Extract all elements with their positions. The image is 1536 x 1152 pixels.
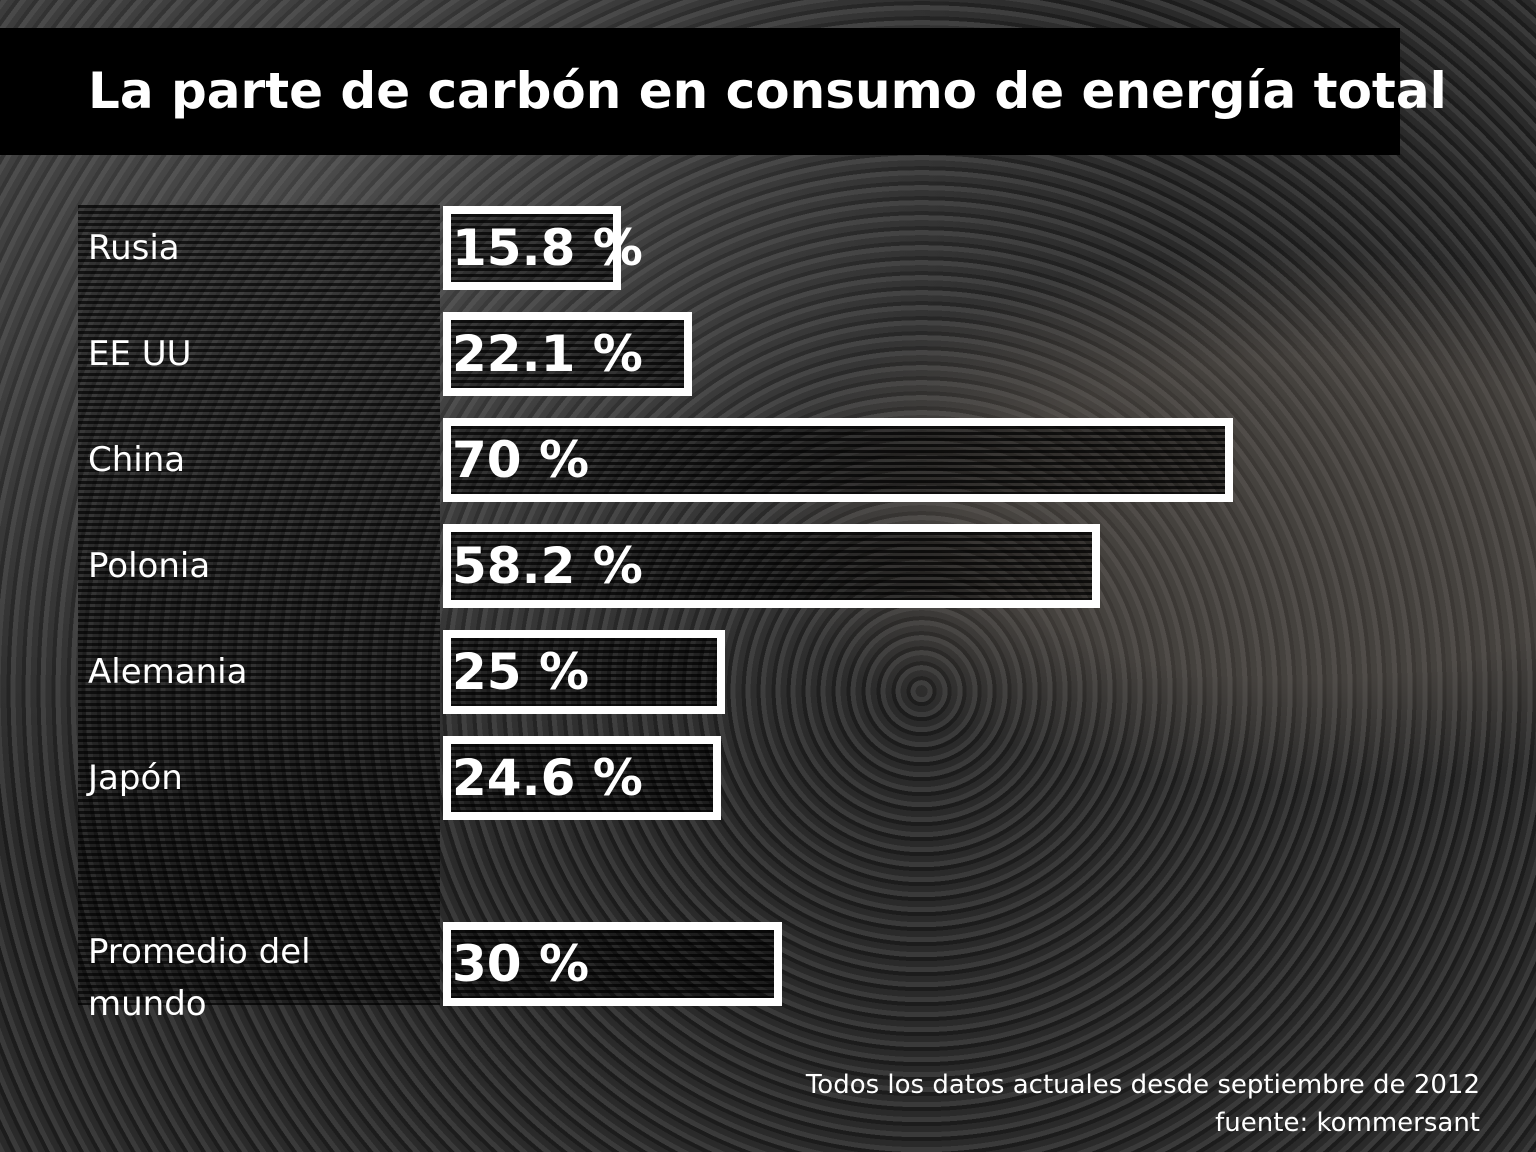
note: fuente: kommersant [1215,1108,1480,1138]
bar [443,736,721,820]
bar [443,206,622,290]
chart-title: La parte de carbón en consumo de energía… [88,62,1447,120]
category-label: China [88,440,186,480]
title-bar [0,28,1400,155]
value-label: 30 % [452,935,590,993]
bar [443,922,782,1006]
value-label: 15.8 % [452,219,643,277]
bar [443,418,1233,502]
value-label: 58.2 % [452,537,643,595]
bar [443,524,1100,608]
bar [443,630,726,714]
value-label: 25 % [452,643,590,701]
category-label: Alemania [88,652,248,692]
bar [443,312,693,396]
category-label: EE UU [88,334,192,374]
value-label: 70 % [452,431,590,489]
category-label: Polonia [88,546,211,586]
label-panel [78,205,440,1005]
value-label: 24.6 % [452,749,643,807]
category-label: Promedio del mundo [88,932,311,1024]
category-label: Rusia [88,228,180,268]
note: Todos los datos actuales desde septiembr… [805,1070,1480,1100]
value-label: 22.1 % [452,325,643,383]
category-label: Japón [88,758,183,798]
